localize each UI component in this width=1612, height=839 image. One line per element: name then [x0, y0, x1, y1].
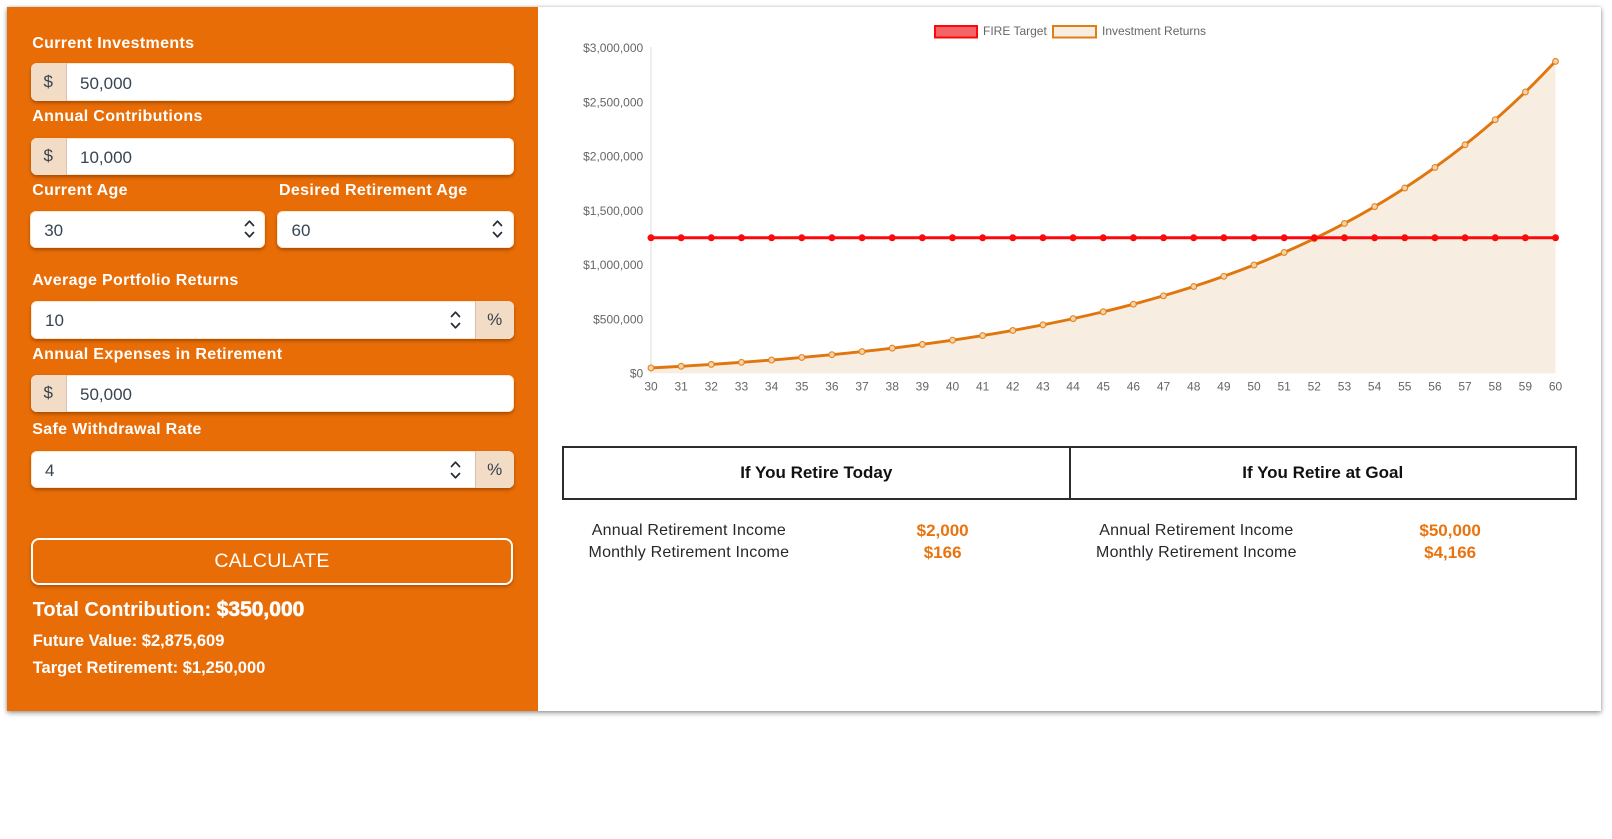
svg-text:49: 49 — [1217, 380, 1231, 394]
svg-text:35: 35 — [795, 380, 809, 394]
svg-text:45: 45 — [1097, 380, 1111, 394]
svg-text:44: 44 — [1066, 380, 1080, 394]
svg-text:59: 59 — [1519, 380, 1533, 394]
svg-text:$3,000,000: $3,000,000 — [583, 41, 643, 55]
svg-text:57: 57 — [1458, 380, 1472, 394]
svg-text:30: 30 — [644, 380, 658, 394]
svg-text:60: 60 — [1549, 380, 1563, 394]
svg-text:FIRE Target: FIRE Target — [983, 24, 1047, 38]
svg-text:39: 39 — [916, 380, 930, 394]
svg-text:$2,500,000: $2,500,000 — [583, 95, 643, 109]
svg-text:$1,500,000: $1,500,000 — [583, 204, 643, 218]
svg-text:36: 36 — [825, 380, 839, 394]
svg-text:Investment Returns: Investment Returns — [1102, 24, 1206, 38]
svg-text:42: 42 — [1006, 380, 1020, 394]
svg-text:51: 51 — [1277, 380, 1291, 394]
svg-text:47: 47 — [1157, 380, 1171, 394]
svg-text:$0: $0 — [630, 367, 644, 381]
svg-text:43: 43 — [1036, 380, 1050, 394]
svg-text:58: 58 — [1489, 380, 1503, 394]
svg-text:54: 54 — [1368, 380, 1382, 394]
svg-text:$2,000,000: $2,000,000 — [583, 150, 643, 164]
svg-text:37: 37 — [855, 380, 869, 394]
svg-text:41: 41 — [976, 380, 990, 394]
svg-text:34: 34 — [765, 380, 779, 394]
svg-text:40: 40 — [946, 380, 960, 394]
svg-text:38: 38 — [886, 380, 900, 394]
svg-text:33: 33 — [735, 380, 749, 394]
svg-text:$500,000: $500,000 — [593, 312, 643, 326]
svg-text:53: 53 — [1338, 380, 1352, 394]
svg-text:55: 55 — [1398, 380, 1412, 394]
svg-text:50: 50 — [1247, 380, 1261, 394]
svg-text:31: 31 — [674, 380, 688, 394]
svg-text:52: 52 — [1308, 380, 1322, 394]
svg-text:48: 48 — [1187, 380, 1201, 394]
svg-text:$1,000,000: $1,000,000 — [583, 258, 643, 272]
svg-text:46: 46 — [1127, 380, 1141, 394]
svg-text:56: 56 — [1428, 380, 1442, 394]
svg-text:32: 32 — [705, 380, 719, 394]
